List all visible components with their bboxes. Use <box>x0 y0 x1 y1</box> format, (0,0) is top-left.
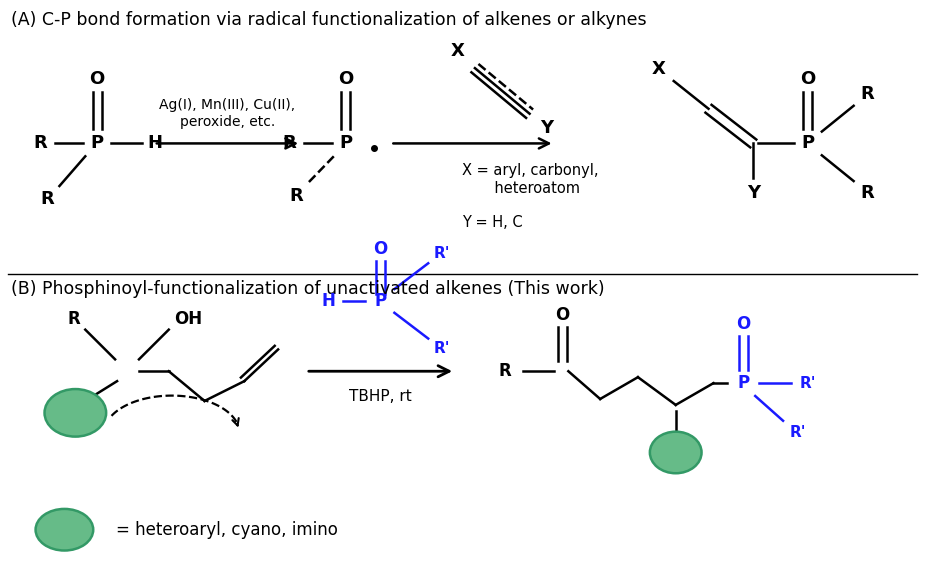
Text: Y: Y <box>540 119 553 137</box>
Text: P: P <box>91 134 104 152</box>
Text: Y: Y <box>746 184 759 202</box>
Text: H: H <box>322 292 336 310</box>
Text: O: O <box>338 70 353 88</box>
Text: R': R' <box>434 341 450 356</box>
Text: R': R' <box>434 246 450 261</box>
Text: X: X <box>652 60 666 78</box>
Text: R: R <box>282 134 296 152</box>
Text: O: O <box>555 306 570 324</box>
Text: O: O <box>90 70 105 88</box>
Text: R: R <box>499 362 512 380</box>
Text: O: O <box>736 315 750 333</box>
Text: O: O <box>374 241 388 258</box>
Text: O: O <box>800 70 816 88</box>
Text: R': R' <box>800 376 816 391</box>
Text: TBHP, rt: TBHP, rt <box>349 389 412 404</box>
Text: R: R <box>33 134 47 152</box>
Text: H: H <box>147 134 163 152</box>
Text: (B) Phosphinoyl-functionalization of unactivated alkenes (This work): (B) Phosphinoyl-functionalization of una… <box>11 280 604 298</box>
Text: R: R <box>290 187 302 205</box>
Text: R: R <box>68 310 80 328</box>
Text: R': R' <box>790 425 807 440</box>
Text: R: R <box>860 85 874 103</box>
Ellipse shape <box>650 432 701 473</box>
Text: X: X <box>451 42 465 60</box>
Text: OH: OH <box>175 310 203 328</box>
Text: Ag(I), Mn(III), Cu(II),
peroxide, etc.: Ag(I), Mn(III), Cu(II), peroxide, etc. <box>159 98 295 128</box>
Text: P: P <box>801 134 815 152</box>
Ellipse shape <box>44 389 106 437</box>
Text: R: R <box>860 184 874 202</box>
Text: (A) C-P bond formation via radical functionalization of alkenes or alkynes: (A) C-P bond formation via radical funct… <box>11 11 647 29</box>
Text: P: P <box>339 134 352 152</box>
Text: P: P <box>375 292 387 310</box>
Text: X = aryl, carbonyl,
       heteroatom: X = aryl, carbonyl, heteroatom <box>462 164 598 196</box>
Text: P: P <box>737 374 749 392</box>
Text: = heteroaryl, cyano, imino: = heteroaryl, cyano, imino <box>117 521 338 538</box>
Text: R: R <box>41 190 55 208</box>
Ellipse shape <box>35 509 93 551</box>
Text: Y = H, C: Y = H, C <box>462 215 523 230</box>
